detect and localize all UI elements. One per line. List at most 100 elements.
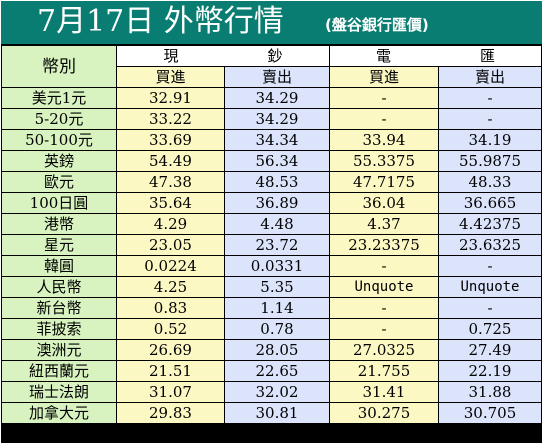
table-row: 50-100元 33.69 34.34 33.94 34.19 xyxy=(2,130,541,150)
currency-name: 菲披索 xyxy=(2,319,116,339)
wire-buy-header: 買進 xyxy=(330,67,438,87)
currency-name: 加拿大元 xyxy=(2,403,116,423)
wire-sell-value: 27.49 xyxy=(439,340,541,360)
currency-name: 50-100元 xyxy=(2,130,116,150)
table-row: 星元 23.05 23.72 23.23375 23.6325 xyxy=(2,235,541,255)
wire-buy-value: 33.94 xyxy=(330,130,438,150)
cash-buy-value: 21.51 xyxy=(117,361,224,381)
wire-sell-value: 48.33 xyxy=(439,172,541,192)
cash-sell-value: 34.29 xyxy=(225,88,329,108)
cash-sell-value: 56.34 xyxy=(225,151,329,171)
cash-buy-value: 4.29 xyxy=(117,214,224,234)
wire-sell-value: 36.665 xyxy=(439,193,541,213)
table-row: 紐西蘭元 21.51 22.65 21.755 22.19 xyxy=(2,361,541,381)
cash-sell-value: 30.81 xyxy=(225,403,329,423)
wire-group-left-char: 電 xyxy=(375,47,391,65)
cash-sell-value: 32.02 xyxy=(225,382,329,402)
wire-sell-value: 22.19 xyxy=(439,361,541,381)
cash-buy-header: 買進 xyxy=(117,67,224,87)
currency-name: 英鎊 xyxy=(2,151,116,171)
table-row: 菲披索 0.52 0.78-0.725 xyxy=(2,319,541,339)
wire-group-right-char: 匯 xyxy=(479,47,495,65)
currency-name: 歐元 xyxy=(2,172,116,192)
table-row: 歐元 47.38 48.53 47.7175 48.33 xyxy=(2,172,541,192)
currency-name: 紐西蘭元 xyxy=(2,361,116,381)
wire-buy-value: 4.37 xyxy=(330,214,438,234)
exchange-rate-table: 幣別 現鈔 電匯 買進 賣出 買進 賣出 美元1元 32.91 34.29- -5-2… xyxy=(1,45,542,424)
wire-buy-value: 27.0325 xyxy=(330,340,438,360)
cash-sell-value: 22.65 xyxy=(225,361,329,381)
table-row: 港幣 4.29 4.48 4.37 4.42375 xyxy=(2,214,541,234)
cash-sell-value: 36.89 xyxy=(225,193,329,213)
currency-name: 新台幣 xyxy=(2,298,116,318)
currency-name: 美元1元 xyxy=(2,88,116,108)
cash-buy-value: 29.83 xyxy=(117,403,224,423)
wire-buy-value: 23.23375 xyxy=(330,235,438,255)
cash-sell-value: 0.78 xyxy=(225,319,329,339)
table-row: 瑞士法朗 31.07 32.02 31.41 31.88 xyxy=(2,382,541,402)
wire-sell-value: 30.705 xyxy=(439,403,541,423)
table-row: 加拿大元 29.83 30.81 30.275 30.705 xyxy=(2,403,541,423)
wire-sell-value: - xyxy=(439,298,541,318)
wire-sell-value: - xyxy=(439,109,541,129)
cash-sell-value: 23.72 xyxy=(225,235,329,255)
currency-name: 人民幣 xyxy=(2,277,116,297)
wire-buy-value: - xyxy=(330,109,438,129)
wire-buy-value: 31.41 xyxy=(330,382,438,402)
wire-buy-value: 47.7175 xyxy=(330,172,438,192)
cash-buy-value: 47.38 xyxy=(117,172,224,192)
cash-buy-value: 0.52 xyxy=(117,319,224,339)
cash-sell-value: 34.29 xyxy=(225,109,329,129)
wire-sell-value: 0.725 xyxy=(439,319,541,339)
cash-sell-value: 1.14 xyxy=(225,298,329,318)
cash-sell-value: 48.53 xyxy=(225,172,329,192)
wire-sell-value: Unquote xyxy=(439,277,541,297)
title-bar: 7月17日 外幣行情 (盤谷銀行匯價) xyxy=(1,1,542,44)
cash-buy-value: 4.25 xyxy=(117,277,224,297)
currency-column-header: 幣別 xyxy=(2,46,116,87)
cash-sell-value: 0.0331 xyxy=(225,256,329,276)
table-row: 韓圓 0.0224 0.0331- - xyxy=(2,256,541,276)
wire-buy-value: - xyxy=(330,319,438,339)
wire-buy-value: - xyxy=(330,88,438,108)
table-row: 美元1元 32.91 34.29- - xyxy=(2,88,541,108)
currency-name: 韓圓 xyxy=(2,256,116,276)
cash-buy-value: 23.05 xyxy=(117,235,224,255)
cash-buy-value: 35.64 xyxy=(117,193,224,213)
cash-buy-value: 31.07 xyxy=(117,382,224,402)
wire-sell-header: 賣出 xyxy=(439,67,541,87)
wire-sell-value: 4.42375 xyxy=(439,214,541,234)
wire-sell-value: 31.88 xyxy=(439,382,541,402)
cash-buy-value: 0.0224 xyxy=(117,256,224,276)
bank-source-label: (盤谷銀行匯價) xyxy=(325,16,429,34)
wire-sell-value: 55.9875 xyxy=(439,151,541,171)
wire-sell-value: 23.6325 xyxy=(439,235,541,255)
table-row: 5-20元 33.22 34.29- - xyxy=(2,109,541,129)
cash-sell-value: 4.48 xyxy=(225,214,329,234)
table-row: 新台幣 0.83 1.14- - xyxy=(2,298,541,318)
currency-name: 瑞士法朗 xyxy=(2,382,116,402)
wire-sell-value: - xyxy=(439,256,541,276)
cash-sell-value: 34.34 xyxy=(225,130,329,150)
wire-group-header: 電匯 xyxy=(330,46,541,66)
cash-buy-value: 0.83 xyxy=(117,298,224,318)
cash-buy-value: 33.69 xyxy=(117,130,224,150)
wire-buy-value: - xyxy=(330,298,438,318)
cash-buy-value: 26.69 xyxy=(117,340,224,360)
currency-name: 澳洲元 xyxy=(2,340,116,360)
wire-buy-value: 30.275 xyxy=(330,403,438,423)
wire-sell-value: 34.19 xyxy=(439,130,541,150)
cash-sell-value: 28.05 xyxy=(225,340,329,360)
currency-name: 星元 xyxy=(2,235,116,255)
currency-name: 5-20元 xyxy=(2,109,116,129)
cash-group-right-char: 鈔 xyxy=(267,47,283,65)
table-row: 澳洲元 26.69 28.05 27.0325 27.49 xyxy=(2,340,541,360)
table-row: 100日圓 35.64 36.89 36.04 36.665 xyxy=(2,193,541,213)
wire-buy-value: - xyxy=(330,256,438,276)
cash-sell-header: 賣出 xyxy=(225,67,329,87)
page-title: 7月17日 外幣行情 xyxy=(37,4,284,39)
wire-buy-value: 36.04 xyxy=(330,193,438,213)
cash-group-left-char: 現 xyxy=(163,47,179,65)
wire-sell-value: - xyxy=(439,88,541,108)
